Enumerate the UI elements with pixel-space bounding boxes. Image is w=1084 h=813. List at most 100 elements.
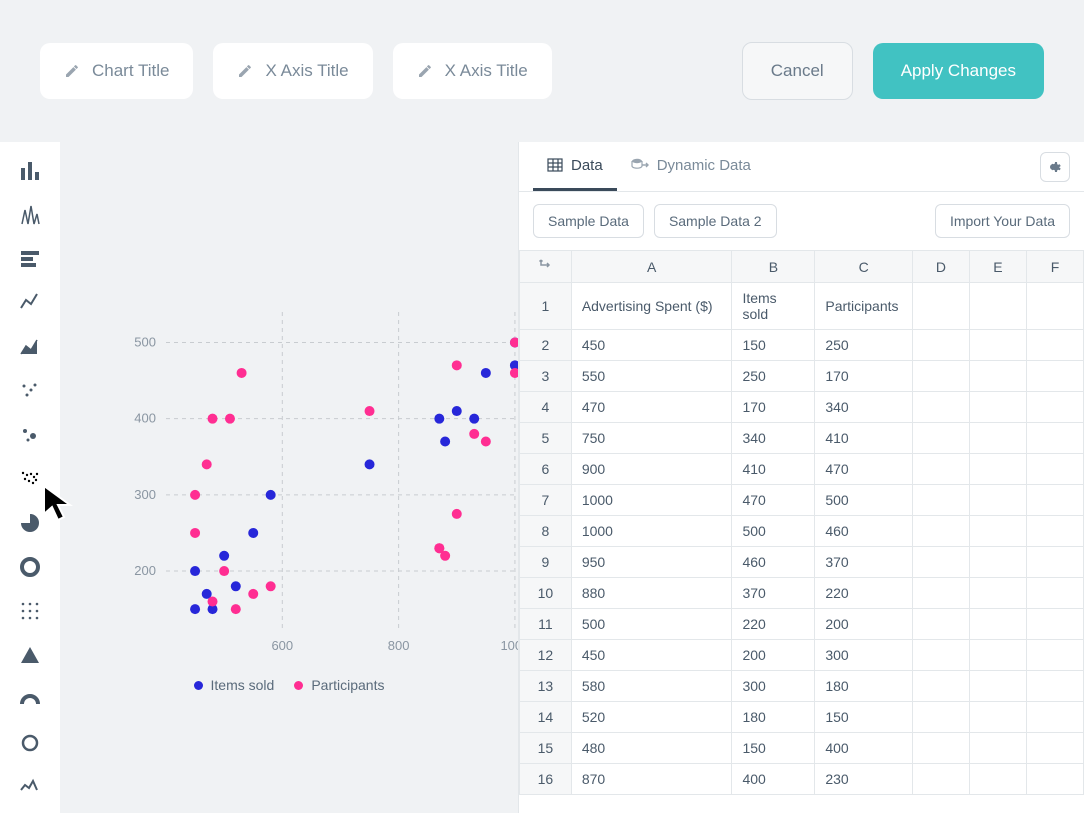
table-cell[interactable] — [969, 578, 1026, 609]
chart-type-sparkline-icon[interactable] — [19, 776, 41, 798]
table-cell[interactable] — [912, 640, 969, 671]
column-header[interactable]: C — [815, 251, 913, 283]
chart-type-spike-icon[interactable] — [19, 204, 41, 226]
table-cell[interactable] — [1026, 330, 1083, 361]
table-cell[interactable]: 500 — [732, 516, 815, 547]
table-cell[interactable]: 480 — [571, 733, 732, 764]
table-cell[interactable]: 230 — [815, 764, 913, 795]
table-cell[interactable]: 520 — [571, 702, 732, 733]
table-cell[interactable]: 370 — [732, 578, 815, 609]
table-cell[interactable]: 170 — [815, 361, 913, 392]
table-cell[interactable] — [1026, 361, 1083, 392]
cancel-button[interactable]: Cancel — [742, 42, 853, 100]
tab-dynamic-data[interactable]: Dynamic Data — [617, 142, 765, 191]
table-cell[interactable]: 370 — [815, 547, 913, 578]
chart-type-area-icon[interactable] — [19, 336, 41, 358]
table-cell[interactable]: 950 — [571, 547, 732, 578]
table-cell[interactable] — [969, 702, 1026, 733]
table-cell[interactable]: 340 — [732, 423, 815, 454]
table-cell[interactable] — [969, 330, 1026, 361]
table-cell[interactable] — [912, 423, 969, 454]
table-cell[interactable]: 150 — [815, 702, 913, 733]
table-cell[interactable]: 340 — [815, 392, 913, 423]
chart-type-bubble-icon[interactable] — [19, 424, 41, 446]
table-cell[interactable]: 410 — [732, 454, 815, 485]
table-cell[interactable] — [912, 547, 969, 578]
table-cell[interactable]: 200 — [732, 640, 815, 671]
table-cell[interactable]: 470 — [732, 485, 815, 516]
sample-data-button[interactable]: Sample Data — [533, 204, 644, 238]
table-cell[interactable] — [969, 485, 1026, 516]
table-cell[interactable] — [912, 454, 969, 485]
table-cell[interactable] — [912, 578, 969, 609]
column-header[interactable]: E — [969, 251, 1026, 283]
table-cell[interactable]: 150 — [732, 733, 815, 764]
table-cell[interactable] — [912, 764, 969, 795]
column-header[interactable]: B — [732, 251, 815, 283]
table-cell[interactable] — [912, 702, 969, 733]
table-cell[interactable] — [912, 485, 969, 516]
table-cell[interactable] — [1026, 485, 1083, 516]
chart-type-donut-icon[interactable] — [19, 556, 41, 578]
table-cell[interactable]: 250 — [815, 330, 913, 361]
table-cell[interactable] — [969, 640, 1026, 671]
column-header[interactable]: A — [571, 251, 732, 283]
table-cell[interactable]: 220 — [815, 578, 913, 609]
table-cell[interactable] — [1026, 578, 1083, 609]
table-cell[interactable]: 180 — [732, 702, 815, 733]
table-cell[interactable] — [1026, 392, 1083, 423]
table-cell[interactable]: Advertising Spent ($) — [571, 283, 732, 330]
chart-type-dotgrid-icon[interactable] — [19, 600, 41, 622]
chart-type-pie-icon[interactable] — [19, 512, 41, 534]
table-cell[interactable] — [969, 516, 1026, 547]
table-cell[interactable] — [1026, 702, 1083, 733]
table-cell[interactable] — [912, 671, 969, 702]
table-cell[interactable] — [969, 609, 1026, 640]
table-cell[interactable] — [1026, 283, 1083, 330]
table-cell[interactable] — [912, 392, 969, 423]
import-data-button[interactable]: Import Your Data — [935, 204, 1070, 238]
table-cell[interactable] — [1026, 733, 1083, 764]
table-cell[interactable] — [969, 733, 1026, 764]
sample-data-2-button[interactable]: Sample Data 2 — [654, 204, 777, 238]
table-cell[interactable]: 300 — [732, 671, 815, 702]
table-cell[interactable]: 450 — [571, 640, 732, 671]
table-cell[interactable] — [969, 392, 1026, 423]
table-cell[interactable] — [1026, 516, 1083, 547]
column-header[interactable]: F — [1026, 251, 1083, 283]
table-cell[interactable]: 470 — [815, 454, 913, 485]
table-cell[interactable] — [1026, 454, 1083, 485]
table-cell[interactable]: 550 — [571, 361, 732, 392]
table-cell[interactable]: 300 — [815, 640, 913, 671]
table-cell[interactable] — [1026, 640, 1083, 671]
table-cell[interactable] — [969, 361, 1026, 392]
table-cell[interactable]: 1000 — [571, 485, 732, 516]
table-cell[interactable]: 200 — [815, 609, 913, 640]
table-cell[interactable]: 220 — [732, 609, 815, 640]
table-cell[interactable]: Participants — [815, 283, 913, 330]
table-cell[interactable]: 470 — [571, 392, 732, 423]
settings-button[interactable] — [1040, 152, 1070, 182]
table-cell[interactable]: 1000 — [571, 516, 732, 547]
chart-type-pyramid-icon[interactable] — [19, 644, 41, 666]
table-cell[interactable]: Items sold — [732, 283, 815, 330]
table-cell[interactable] — [912, 516, 969, 547]
table-cell[interactable]: 400 — [815, 733, 913, 764]
x-axis-title-input-2[interactable]: X Axis Title — [393, 43, 552, 99]
table-cell[interactable] — [912, 283, 969, 330]
table-cell[interactable]: 750 — [571, 423, 732, 454]
table-cell[interactable] — [912, 609, 969, 640]
table-cell[interactable] — [969, 423, 1026, 454]
table-cell[interactable]: 500 — [815, 485, 913, 516]
data-grid[interactable]: ABCDEF1Advertising Spent ($)Items soldPa… — [519, 250, 1084, 813]
table-cell[interactable]: 450 — [571, 330, 732, 361]
table-cell[interactable] — [1026, 423, 1083, 454]
table-cell[interactable] — [969, 547, 1026, 578]
table-cell[interactable] — [969, 283, 1026, 330]
table-cell[interactable] — [969, 764, 1026, 795]
table-cell[interactable]: 580 — [571, 671, 732, 702]
table-cell[interactable] — [1026, 671, 1083, 702]
apply-changes-button[interactable]: Apply Changes — [873, 43, 1044, 99]
chart-type-gauge-icon[interactable] — [19, 688, 41, 710]
table-cell[interactable] — [912, 733, 969, 764]
